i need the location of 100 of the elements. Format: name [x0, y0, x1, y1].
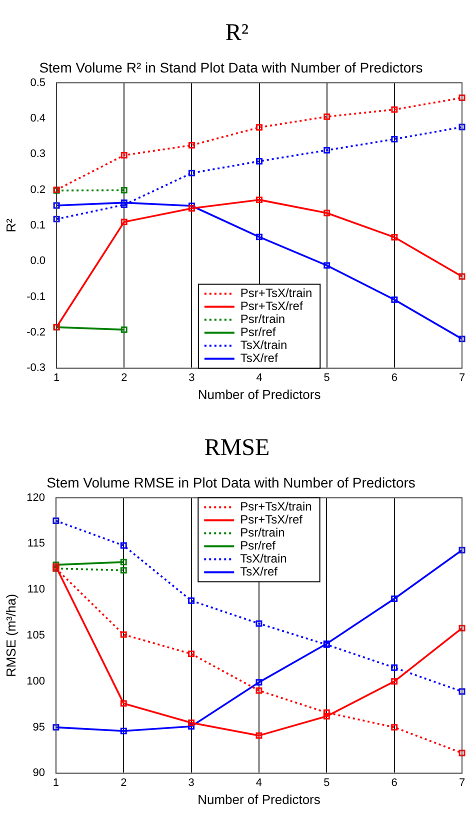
point — [391, 296, 398, 303]
point — [256, 679, 262, 686]
point — [120, 631, 127, 638]
point — [188, 170, 195, 176]
point — [53, 202, 60, 209]
y-tick-label: 0.1 — [30, 220, 46, 232]
y-tick-label: 90 — [32, 767, 45, 780]
point — [458, 624, 466, 632]
legend-label: Psr+TsX/train — [240, 286, 312, 300]
y-tick-label: 0.4 — [30, 112, 46, 125]
legend-label: Psr+TsX/ref — [240, 512, 304, 527]
point — [458, 546, 466, 554]
x-tick-label: 3 — [188, 776, 194, 789]
y-tick-label: 0.5 — [30, 76, 46, 89]
point — [188, 597, 195, 604]
legend-label: Psr/ref — [240, 325, 276, 340]
legend-label: Psr/train — [240, 312, 286, 326]
legend-label: TsX/train — [240, 552, 287, 566]
point — [324, 262, 330, 269]
chart-subtitle: Stem Volume R² in Stand Plot Data with Number of Predictors — [39, 59, 423, 76]
point — [188, 205, 195, 212]
y-tick-label: -0.2 — [26, 326, 46, 339]
point — [256, 158, 262, 165]
point — [256, 732, 262, 739]
point — [52, 724, 60, 731]
x-tick-label: 4 — [256, 372, 262, 384]
y-tick-label: 0.2 — [30, 184, 46, 196]
x-tick-label: 2 — [121, 372, 128, 384]
point — [391, 664, 398, 671]
point — [188, 142, 195, 148]
point — [323, 713, 330, 720]
point — [120, 700, 127, 707]
point — [458, 750, 466, 756]
y-tick-label: 105 — [26, 630, 45, 642]
point — [256, 124, 262, 131]
chart-subtitle: Stem Volume RMSE in Plot Data with Number of Predictors — [46, 474, 416, 490]
y-axis-title: R² — [3, 218, 18, 232]
y-tick-label: 100 — [26, 675, 45, 688]
x-tick-label: 1 — [52, 776, 60, 789]
point — [120, 542, 127, 549]
point — [391, 234, 398, 240]
point — [188, 650, 195, 658]
x-tick-label: 4 — [256, 776, 262, 789]
point — [120, 186, 128, 194]
y-axis-title: RMSE (m³/ha) — [3, 594, 18, 678]
x-axis-title: Number of Predictors — [198, 792, 321, 807]
point — [458, 273, 466, 280]
point — [324, 147, 330, 154]
point — [52, 518, 60, 524]
y-tick-label: -0.3 — [26, 362, 46, 374]
point — [256, 687, 262, 694]
x-tick-label: 6 — [391, 776, 398, 789]
x-tick-label: 7 — [458, 776, 466, 789]
y-tick-label: 120 — [26, 492, 45, 504]
point — [120, 558, 127, 566]
point — [391, 678, 398, 685]
point — [120, 152, 128, 158]
point — [323, 709, 330, 716]
x-axis-title: Number of Predictors — [198, 386, 322, 402]
x-tick-label: 3 — [188, 372, 195, 384]
point — [458, 94, 466, 102]
point — [391, 136, 398, 142]
point — [458, 688, 466, 695]
point — [324, 113, 330, 120]
y-tick-label: 115 — [27, 538, 45, 550]
point — [53, 216, 60, 222]
legend-label: Psr/train — [240, 526, 285, 540]
x-tick-label: 6 — [391, 372, 398, 384]
legend-label: Psr/ref — [240, 538, 276, 553]
point — [256, 196, 262, 204]
x-tick-label: 1 — [53, 372, 60, 384]
legend-label: TsX/ref — [240, 351, 278, 366]
y-tick-label: -0.1 — [26, 290, 46, 303]
point — [256, 234, 262, 240]
point — [120, 326, 128, 333]
point — [188, 723, 195, 730]
legend-label: Psr+TsX/train — [240, 500, 312, 514]
point — [188, 719, 195, 726]
point — [120, 567, 127, 574]
point — [391, 106, 398, 113]
y-tick-label: 95 — [32, 721, 45, 734]
point — [458, 336, 466, 342]
legend-label: Psr+TsX/ref — [240, 299, 304, 314]
point — [120, 199, 128, 206]
point — [391, 596, 398, 602]
y-tick-label: 0.3 — [30, 148, 46, 160]
point — [458, 124, 466, 130]
x-tick-label: 7 — [458, 372, 466, 384]
y-tick-label: 0.0 — [30, 255, 46, 268]
x-tick-label: 2 — [120, 776, 127, 789]
point — [120, 218, 128, 226]
point — [256, 620, 262, 627]
legend-label: TsX/train — [240, 338, 288, 352]
chart-title: RMSE — [203, 434, 271, 463]
legend-label: TsX/ref — [240, 564, 278, 579]
point — [120, 728, 127, 734]
y-tick-label: 110 — [27, 584, 45, 596]
x-tick-label: 5 — [324, 372, 330, 384]
x-tick-label: 5 — [324, 776, 330, 789]
chart-title: R² — [224, 19, 250, 48]
